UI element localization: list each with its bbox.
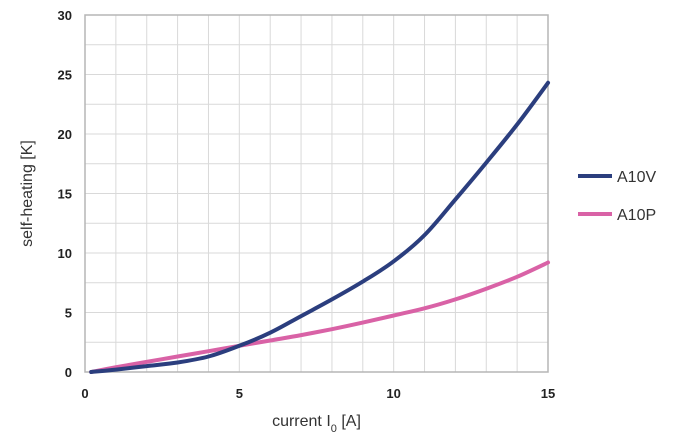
x-axis-label-subscript: 0 (331, 423, 337, 435)
x-tick-label: 10 (386, 386, 400, 401)
x-tick-label: 0 (81, 386, 88, 401)
legend-label-a10p: A10P (617, 207, 656, 224)
series-layer (89, 80, 550, 374)
x-axis-label: current I0 [A] (272, 413, 361, 435)
y-tick-label: 5 (65, 306, 72, 321)
legend: A10V A10P (578, 169, 656, 224)
x-tick-label: 15 (541, 386, 555, 401)
grid (85, 15, 548, 372)
plot-frame (84, 14, 549, 373)
y-tick-label: 25 (58, 68, 72, 83)
x-tick-label: 5 (236, 386, 243, 401)
y-tick-label: 30 (58, 8, 72, 23)
x-tick-labels: 0 5 10 15 (81, 386, 555, 401)
x-axis-label-prefix: current I (272, 413, 331, 430)
series-line-a10v (89, 80, 550, 374)
y-tick-label: 20 (58, 127, 72, 142)
legend-label-a10v: A10V (617, 169, 656, 186)
y-axis-label: self-heating [K] (19, 140, 36, 247)
y-tick-label: 10 (58, 246, 72, 261)
x-axis-label-suffix: [A] (337, 413, 361, 430)
y-tick-labels: 0 5 10 15 20 25 30 (58, 8, 72, 380)
y-tick-label: 15 (58, 187, 72, 202)
series-line-a10p (89, 260, 550, 374)
y-tick-label: 0 (65, 365, 72, 380)
